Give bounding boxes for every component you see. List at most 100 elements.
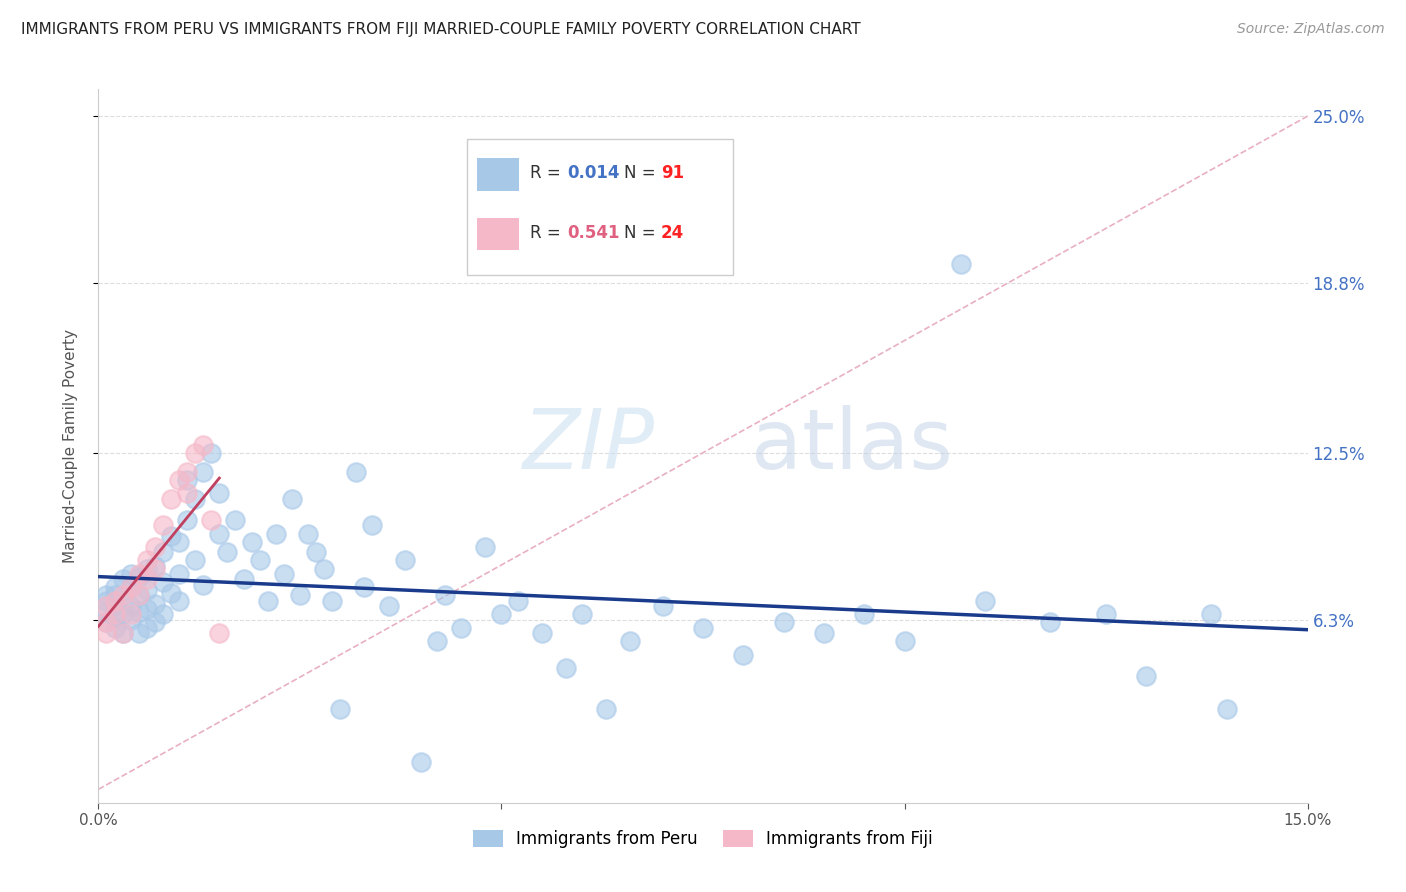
Point [264, 526, 287, 541]
Point [1216, 701, 1239, 715]
Point [353, 580, 375, 594]
Point [176, 473, 198, 487]
Point [167, 594, 190, 608]
Point [120, 613, 142, 627]
Point [208, 486, 231, 500]
Point [273, 566, 295, 581]
Bar [477, 159, 519, 191]
Point [111, 626, 134, 640]
Point [143, 540, 166, 554]
Text: atlas: atlas [751, 406, 953, 486]
Point [772, 615, 794, 630]
Text: N =: N = [624, 225, 661, 243]
Point [135, 561, 157, 575]
Point [297, 526, 319, 541]
Point [128, 589, 150, 603]
Point [329, 701, 352, 715]
Point [143, 615, 166, 630]
Point [692, 621, 714, 635]
Point [305, 545, 328, 559]
Point [651, 599, 673, 614]
Text: R =: R = [530, 225, 567, 243]
Point [193, 577, 215, 591]
Point [450, 621, 472, 635]
Point [143, 561, 166, 575]
Text: 91: 91 [661, 164, 683, 182]
Point [240, 534, 263, 549]
Point [152, 607, 174, 622]
Text: 24: 24 [661, 225, 683, 243]
Point [377, 599, 399, 614]
Point [1199, 607, 1222, 622]
Point [176, 486, 198, 500]
Point [143, 597, 166, 611]
Point [120, 607, 142, 622]
Y-axis label: Married-Couple Family Poverty: Married-Couple Family Poverty [63, 329, 77, 563]
Point [96, 626, 118, 640]
Point [321, 594, 343, 608]
Point [160, 586, 183, 600]
Point [530, 626, 553, 640]
Point [426, 634, 449, 648]
Point [256, 594, 278, 608]
Point [1039, 615, 1062, 630]
Point [361, 518, 384, 533]
Point [128, 589, 150, 603]
Bar [477, 218, 519, 250]
Point [111, 594, 134, 608]
Point [135, 583, 157, 598]
Point [733, 648, 755, 662]
Point [193, 465, 215, 479]
Text: IMMIGRANTS FROM PERU VS IMMIGRANTS FROM FIJI MARRIED-COUPLE FAMILY POVERTY CORRE: IMMIGRANTS FROM PERU VS IMMIGRANTS FROM … [21, 22, 860, 37]
Point [160, 491, 183, 506]
Point [152, 518, 174, 533]
FancyBboxPatch shape [467, 139, 734, 275]
Point [135, 621, 157, 635]
Point [193, 437, 215, 451]
Point [135, 602, 157, 616]
Point [128, 566, 150, 581]
Point [200, 446, 222, 460]
Point [208, 626, 231, 640]
Point [595, 701, 617, 715]
Point [120, 599, 142, 614]
Point [184, 553, 207, 567]
Point [103, 580, 125, 594]
Point [1095, 607, 1118, 622]
Point [167, 566, 190, 581]
Point [103, 599, 125, 614]
Point [853, 607, 876, 622]
Point [249, 553, 271, 567]
Point [893, 634, 915, 648]
Point [111, 626, 134, 640]
Point [200, 513, 222, 527]
Point [813, 626, 835, 640]
Point [281, 491, 304, 506]
Point [120, 580, 142, 594]
Point [160, 529, 183, 543]
Point [974, 594, 997, 608]
Point [135, 553, 157, 567]
Point [314, 561, 336, 575]
Point [232, 572, 254, 586]
Point [111, 607, 134, 622]
Point [152, 545, 174, 559]
Point [128, 605, 150, 619]
Legend: Immigrants from Peru, Immigrants from Fiji: Immigrants from Peru, Immigrants from Fi… [467, 823, 939, 855]
Point [103, 594, 125, 608]
Text: N =: N = [624, 164, 661, 182]
Point [344, 465, 367, 479]
Point [111, 589, 134, 603]
Point [135, 572, 157, 586]
Point [96, 605, 118, 619]
Point [103, 607, 125, 622]
Point [555, 661, 578, 675]
Point [491, 607, 513, 622]
Point [474, 540, 496, 554]
Point [152, 574, 174, 589]
Point [409, 756, 432, 770]
Point [96, 589, 118, 603]
Point [1135, 669, 1157, 683]
Point [394, 553, 416, 567]
Point [217, 545, 239, 559]
